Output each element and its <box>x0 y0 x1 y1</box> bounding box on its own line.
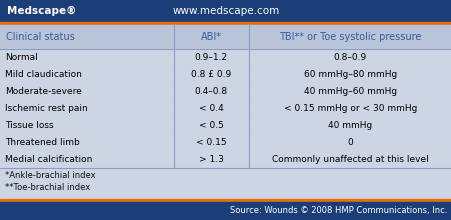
Text: 40 mmHg: 40 mmHg <box>327 121 372 130</box>
Bar <box>0 199 451 202</box>
Text: **Toe-brachial index: **Toe-brachial index <box>5 183 90 192</box>
Text: > 1.3: > 1.3 <box>198 155 223 164</box>
Text: Clinical status: Clinical status <box>6 32 74 42</box>
Text: 0.9–1.2: 0.9–1.2 <box>194 53 227 62</box>
Text: Mild claudication: Mild claudication <box>5 70 82 79</box>
Text: Medial calcification: Medial calcification <box>5 155 92 164</box>
Bar <box>0 202 451 220</box>
Text: Medscape®: Medscape® <box>7 6 76 16</box>
Text: < 0.15: < 0.15 <box>196 138 226 147</box>
Text: 0.8–0.9: 0.8–0.9 <box>333 53 366 62</box>
Text: TBI** or Toe systolic pressure: TBI** or Toe systolic pressure <box>279 32 420 42</box>
Text: *Ankle-brachial index: *Ankle-brachial index <box>5 170 96 180</box>
Text: < 0.15 mmHg or < 30 mmHg: < 0.15 mmHg or < 30 mmHg <box>283 104 416 113</box>
Text: 0: 0 <box>347 138 352 147</box>
Text: ABI*: ABI* <box>200 32 221 42</box>
Text: Moderate-severe: Moderate-severe <box>5 87 82 96</box>
Text: Threatened limb: Threatened limb <box>5 138 79 147</box>
Text: Normal: Normal <box>5 53 38 62</box>
Text: 40 mmHg–60 mmHg: 40 mmHg–60 mmHg <box>303 87 396 96</box>
Bar <box>0 49 451 168</box>
Text: < 0.4: < 0.4 <box>198 104 223 113</box>
Bar <box>0 168 451 196</box>
Bar <box>0 25 451 49</box>
Text: Ischemic rest pain: Ischemic rest pain <box>5 104 87 113</box>
Text: Commonly unaffected at this level: Commonly unaffected at this level <box>272 155 428 164</box>
Text: 60 mmHg–80 mmHg: 60 mmHg–80 mmHg <box>303 70 396 79</box>
Text: Tissue loss: Tissue loss <box>5 121 54 130</box>
Text: www.medscape.com: www.medscape.com <box>172 6 279 16</box>
Bar <box>0 22 451 25</box>
Text: 0.8 £ 0.9: 0.8 £ 0.9 <box>191 70 231 79</box>
Bar <box>0 0 451 22</box>
Text: 0.4–0.8: 0.4–0.8 <box>194 87 227 96</box>
Text: < 0.5: < 0.5 <box>198 121 223 130</box>
Text: Source: Wounds © 2008 HMP Communications, Inc.: Source: Wounds © 2008 HMP Communications… <box>229 207 446 216</box>
